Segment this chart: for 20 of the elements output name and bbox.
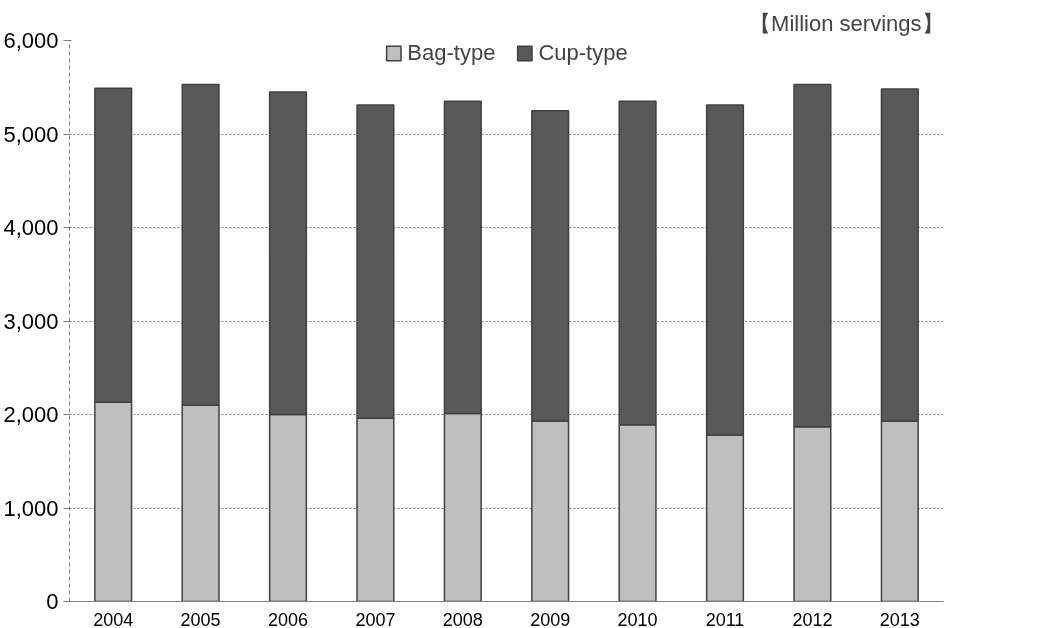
x-tick-label: 2007 <box>355 609 396 628</box>
y-tick-label: 0 <box>46 589 59 614</box>
y-tick-label: 2,000 <box>3 402 59 427</box>
x-tick-label: 2006 <box>267 609 309 628</box>
x-tick-label: 2004 <box>93 609 134 628</box>
y-tick-label: 5,000 <box>3 121 59 147</box>
text: 【Million servings】 <box>749 10 944 36</box>
legend-label: Cup-type <box>538 40 628 66</box>
x-tick-label: 2008 <box>442 609 483 628</box>
x-tick-label: 2005 <box>180 609 221 628</box>
legend-label: Bag-type <box>407 40 496 66</box>
x-tick-label: 2012 <box>792 609 833 628</box>
x-tick-label: 2011 <box>705 609 745 628</box>
y-tick-label: 6,000 <box>3 28 59 53</box>
y-tick-label: 3,000 <box>3 308 59 334</box>
y-tick-label: 4,000 <box>3 215 59 240</box>
y-tick-label: 1,000 <box>3 495 59 521</box>
x-tick-label: 2013 <box>879 609 920 628</box>
x-tick-label: 2009 <box>530 609 571 628</box>
x-tick-label: 2010 <box>617 609 658 628</box>
